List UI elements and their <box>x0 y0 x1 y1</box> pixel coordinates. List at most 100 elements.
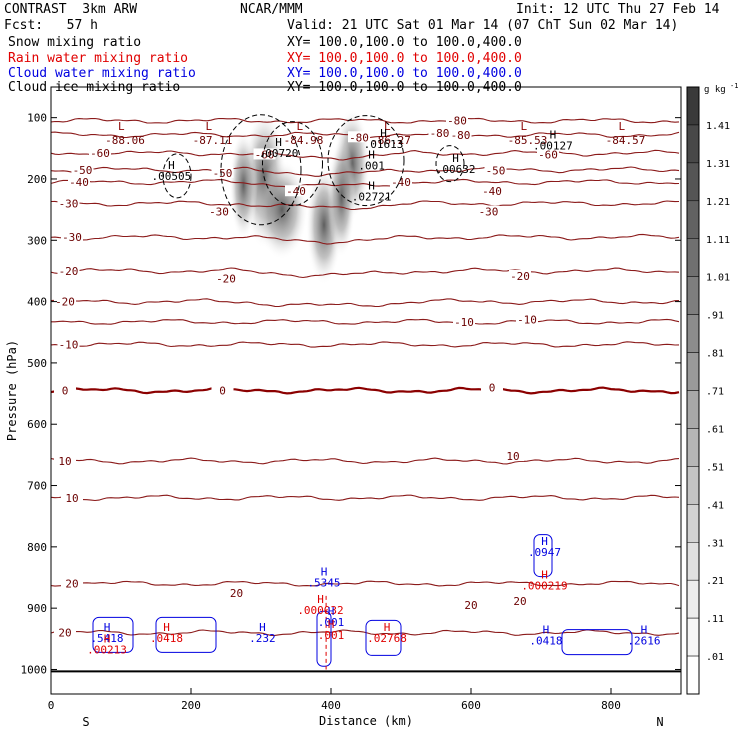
colorbar-tick-14: .01 <box>706 652 724 663</box>
high-value-12: .001 <box>318 629 345 642</box>
isotherm-label-10: -10 <box>59 339 79 352</box>
isotherm-label-2: -60 <box>90 147 110 160</box>
high-marker-4: H <box>368 179 375 192</box>
isotherm-extra-bg-17 <box>484 164 507 176</box>
high-marker-8: H <box>541 569 548 582</box>
y-tick-label-9: 1000 <box>21 663 48 676</box>
isotherm-extra-bg-16 <box>537 148 559 160</box>
high-marker-2: H <box>380 127 387 140</box>
y-tick-label-8: 900 <box>27 602 47 615</box>
high-marker-15: H <box>104 621 111 634</box>
isotherm-extra-bg-18 <box>481 185 503 197</box>
isotherm-0 <box>50 117 680 124</box>
colorbar-tick-11: .31 <box>706 538 724 549</box>
isotherm-extra-bg-7 <box>516 313 538 325</box>
isotherm-label-1: -80 <box>451 129 471 142</box>
high-marker-3: H <box>368 149 375 162</box>
high-value-17: .0418 <box>150 632 183 645</box>
high-marker-1: H <box>275 136 282 149</box>
isotherm-extra-label-0: -60 <box>255 148 275 161</box>
high-value-7: .0947 <box>528 546 561 559</box>
colorbar-tick-4: 1.01 <box>706 273 730 284</box>
isotherm-extra-bg-4 <box>477 205 500 217</box>
isotherm-label-7: -20 <box>59 265 79 278</box>
colorbar-band-4 <box>686 238 700 277</box>
init-time: Init: 12 UTC Thu 27 Feb 14 <box>516 2 720 17</box>
high-value-18: .0418 <box>529 634 562 647</box>
isotherm-2 <box>50 149 680 161</box>
high-marker-14: H <box>259 621 266 634</box>
isotherm-extra-label-3: -30 <box>209 205 229 218</box>
isotherm-3 <box>50 166 680 177</box>
colorbar-unit: g kg <box>704 85 726 95</box>
isotherm-label-8: -20 <box>55 296 75 309</box>
isotherm-extra-bg-1 <box>211 166 234 178</box>
isotherm-12 <box>50 457 680 465</box>
colorbar-tick-3: 1.11 <box>706 235 730 246</box>
low-value-3: -86.27 <box>371 134 411 147</box>
isotherm-extra-bg-0 <box>253 148 276 160</box>
temperature-contours: -80-80-60-50-40-30-30-20-20-10-100101020… <box>50 114 680 640</box>
colorbar-band-0 <box>686 86 700 126</box>
isotherm-label-bg-13 <box>61 491 83 503</box>
high-value-19: .2616 <box>627 634 660 647</box>
high-marker-7: H <box>541 535 548 548</box>
high-value-1: .00720 <box>259 147 299 160</box>
high-value-6: .00127 <box>533 139 573 152</box>
high-marker-0: H <box>168 159 175 172</box>
high-marker-17: H <box>163 621 170 634</box>
isotherm-6 <box>50 233 680 245</box>
isotherm-extra-bg-5 <box>215 272 237 284</box>
colorbar-band-15 <box>686 655 700 695</box>
isotherm-extra-label-16: -60 <box>538 148 558 161</box>
isotherm-extra-bg-9 <box>481 381 503 393</box>
y-tick-label-7: 800 <box>27 541 47 554</box>
snow-shading-1 <box>229 130 258 241</box>
field-cloudwater-label: Cloud water mixing ratio <box>8 66 196 81</box>
low-value-1: -87.11 <box>193 134 233 147</box>
y-tick-label-5: 600 <box>27 418 47 431</box>
low-value-5: -84.57 <box>606 134 646 147</box>
isotherm-extra-bg-13 <box>460 599 482 611</box>
isotherm-extra-label-5: -20 <box>216 272 236 285</box>
x-tick-label-0: 0 <box>48 699 55 712</box>
low-marker-2: L <box>297 120 304 133</box>
isotherm-label-bg-7 <box>57 264 80 276</box>
colorbar-tick-1: 1.31 <box>706 159 730 170</box>
isotherm-label-bg-4 <box>68 176 90 188</box>
isotherm-label-5: -30 <box>59 197 79 210</box>
isotherm-extra-label-6: -20 <box>510 270 530 283</box>
isotherm-extra-label-1: -50 <box>213 167 233 180</box>
cloud-ice-contours <box>162 114 465 226</box>
colorbar-band-3 <box>686 200 700 239</box>
isotherm-label-bg-2 <box>89 147 111 159</box>
isotherm-label-bg-3 <box>71 163 94 175</box>
isotherm-label-bg-0 <box>446 114 468 126</box>
isotherm-extra-bg-10 <box>502 450 524 462</box>
isotherm-extra-label-15: -80 <box>349 131 369 144</box>
isotherm-extra-label-13: 20 <box>464 599 477 612</box>
colorbar-band-1 <box>686 124 700 164</box>
field-snow-xy: XY= 100.0,100.0 to 100.0,400.0 <box>287 35 522 50</box>
colorbar-frame <box>686 86 700 695</box>
isotherm-11 <box>50 386 680 395</box>
cloud-ice-contour-3 <box>162 153 192 199</box>
low-marker-1: L <box>206 120 213 133</box>
high-value-4: .02721 <box>352 190 392 203</box>
x-tick-label-3: 600 <box>461 699 481 712</box>
high-marker-12: H <box>328 618 335 631</box>
low-value-4: -85.53 <box>508 134 548 147</box>
colorbar-band-13 <box>686 579 700 619</box>
cloud-water-contour-4 <box>561 629 633 656</box>
colorbar-tick-5: .91 <box>706 311 724 322</box>
colorbar-tick-8: .61 <box>706 424 724 435</box>
isotherm-10 <box>50 341 680 348</box>
isotherm-extra-label-7: -10 <box>517 313 537 326</box>
y-tick-label-0: 100 <box>27 112 47 125</box>
high-value-15: .5418 <box>90 632 123 645</box>
high-value-5: .00632 <box>436 163 476 176</box>
high-value-3: .001 <box>358 160 385 173</box>
colorbar-tick-12: .21 <box>706 576 724 587</box>
isotherm-extra-label-18: -40 <box>482 185 502 198</box>
high-marker-19: H <box>641 623 648 636</box>
